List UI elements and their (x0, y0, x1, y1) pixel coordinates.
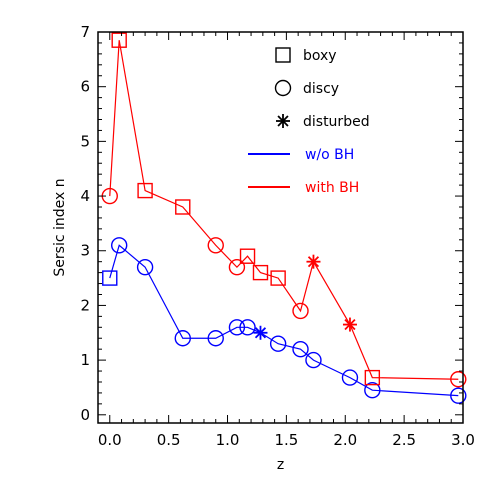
series-0-point-11 (341, 369, 359, 386)
legend-label: with BH (305, 180, 359, 196)
legend-entry: discy (274, 79, 339, 97)
series-1-point-7 (252, 264, 269, 281)
y-tick-label: 6 (80, 78, 90, 96)
y-tick-label: 1 (80, 351, 90, 369)
legend-entry: disturbed (276, 114, 370, 130)
series-0-point-6 (239, 319, 256, 336)
x-tick-label: 0.0 (98, 431, 122, 449)
series-0-point-12 (364, 381, 381, 399)
legend: boxy discy disturbed w/o BH with BH (248, 47, 370, 196)
x-tick-label: 3.0 (451, 431, 475, 449)
y-tick-label: 2 (80, 296, 90, 314)
series-1-point-4 (207, 237, 224, 254)
legend-entry: with BH (248, 180, 359, 196)
plot-frame (97, 31, 464, 424)
legend-circle-icon (274, 79, 292, 97)
ticks-layer: 0.0 0.5 1.0 1.5 2.0 2.5 3.0 0 1 2 3 4 5 6 7 (80, 23, 474, 449)
series-1-point-3 (175, 199, 191, 215)
legend-asterisk-icon (276, 114, 290, 128)
y-tick-label: 3 (80, 242, 90, 260)
series-1-point-1 (111, 32, 127, 48)
legend-label: disturbed (303, 114, 370, 130)
series-0-point-1 (110, 237, 128, 254)
series-1-point-6 (239, 248, 256, 264)
series-0-point-2 (136, 258, 154, 276)
x-tick-label: 0.5 (157, 431, 181, 449)
series-0-point-7 (253, 325, 268, 340)
series-layer (101, 32, 467, 404)
x-tick-label: 2.5 (392, 431, 416, 449)
series-0-point-3 (174, 330, 191, 347)
series-0-point-9 (292, 340, 309, 358)
series-0-point-4 (207, 330, 224, 347)
x-tick-label: 1.5 (274, 431, 298, 449)
y-tick-label: 0 (80, 406, 90, 424)
series-0-point-5 (228, 319, 246, 336)
series-0-point-8 (269, 335, 287, 352)
series-0-point-13 (450, 387, 467, 404)
series-line-1 (109, 40, 459, 380)
series-0-point-0 (102, 270, 118, 286)
series-1-point-9 (292, 302, 309, 320)
y-tick-label: 5 (80, 132, 90, 150)
x-tick-label: 1.0 (216, 431, 240, 449)
series-1-point-2 (137, 182, 153, 199)
legend-label: boxy (303, 48, 337, 64)
legend-label: w/o BH (305, 147, 354, 163)
x-tick-label: 2.0 (333, 431, 357, 449)
legend-label: discy (303, 81, 339, 97)
series-line-0 (109, 244, 459, 397)
series-0-point-10 (305, 351, 322, 369)
series-1-point-10 (306, 254, 321, 269)
x-axis-label: z (277, 457, 284, 473)
y-tick-label: 4 (80, 187, 90, 205)
legend-entry: boxy (275, 47, 337, 64)
series-1-point-13 (450, 371, 467, 388)
legend-square-icon (275, 47, 291, 63)
y-axis-label: Sersic index n (52, 178, 68, 276)
y-tick-label: 7 (80, 23, 90, 41)
legend-entry: w/o BH (248, 147, 354, 163)
series-1-point-8 (270, 270, 286, 286)
series-1-point-11 (342, 317, 357, 332)
series-1-point-12 (364, 369, 381, 386)
series-1-point-5 (228, 258, 246, 276)
